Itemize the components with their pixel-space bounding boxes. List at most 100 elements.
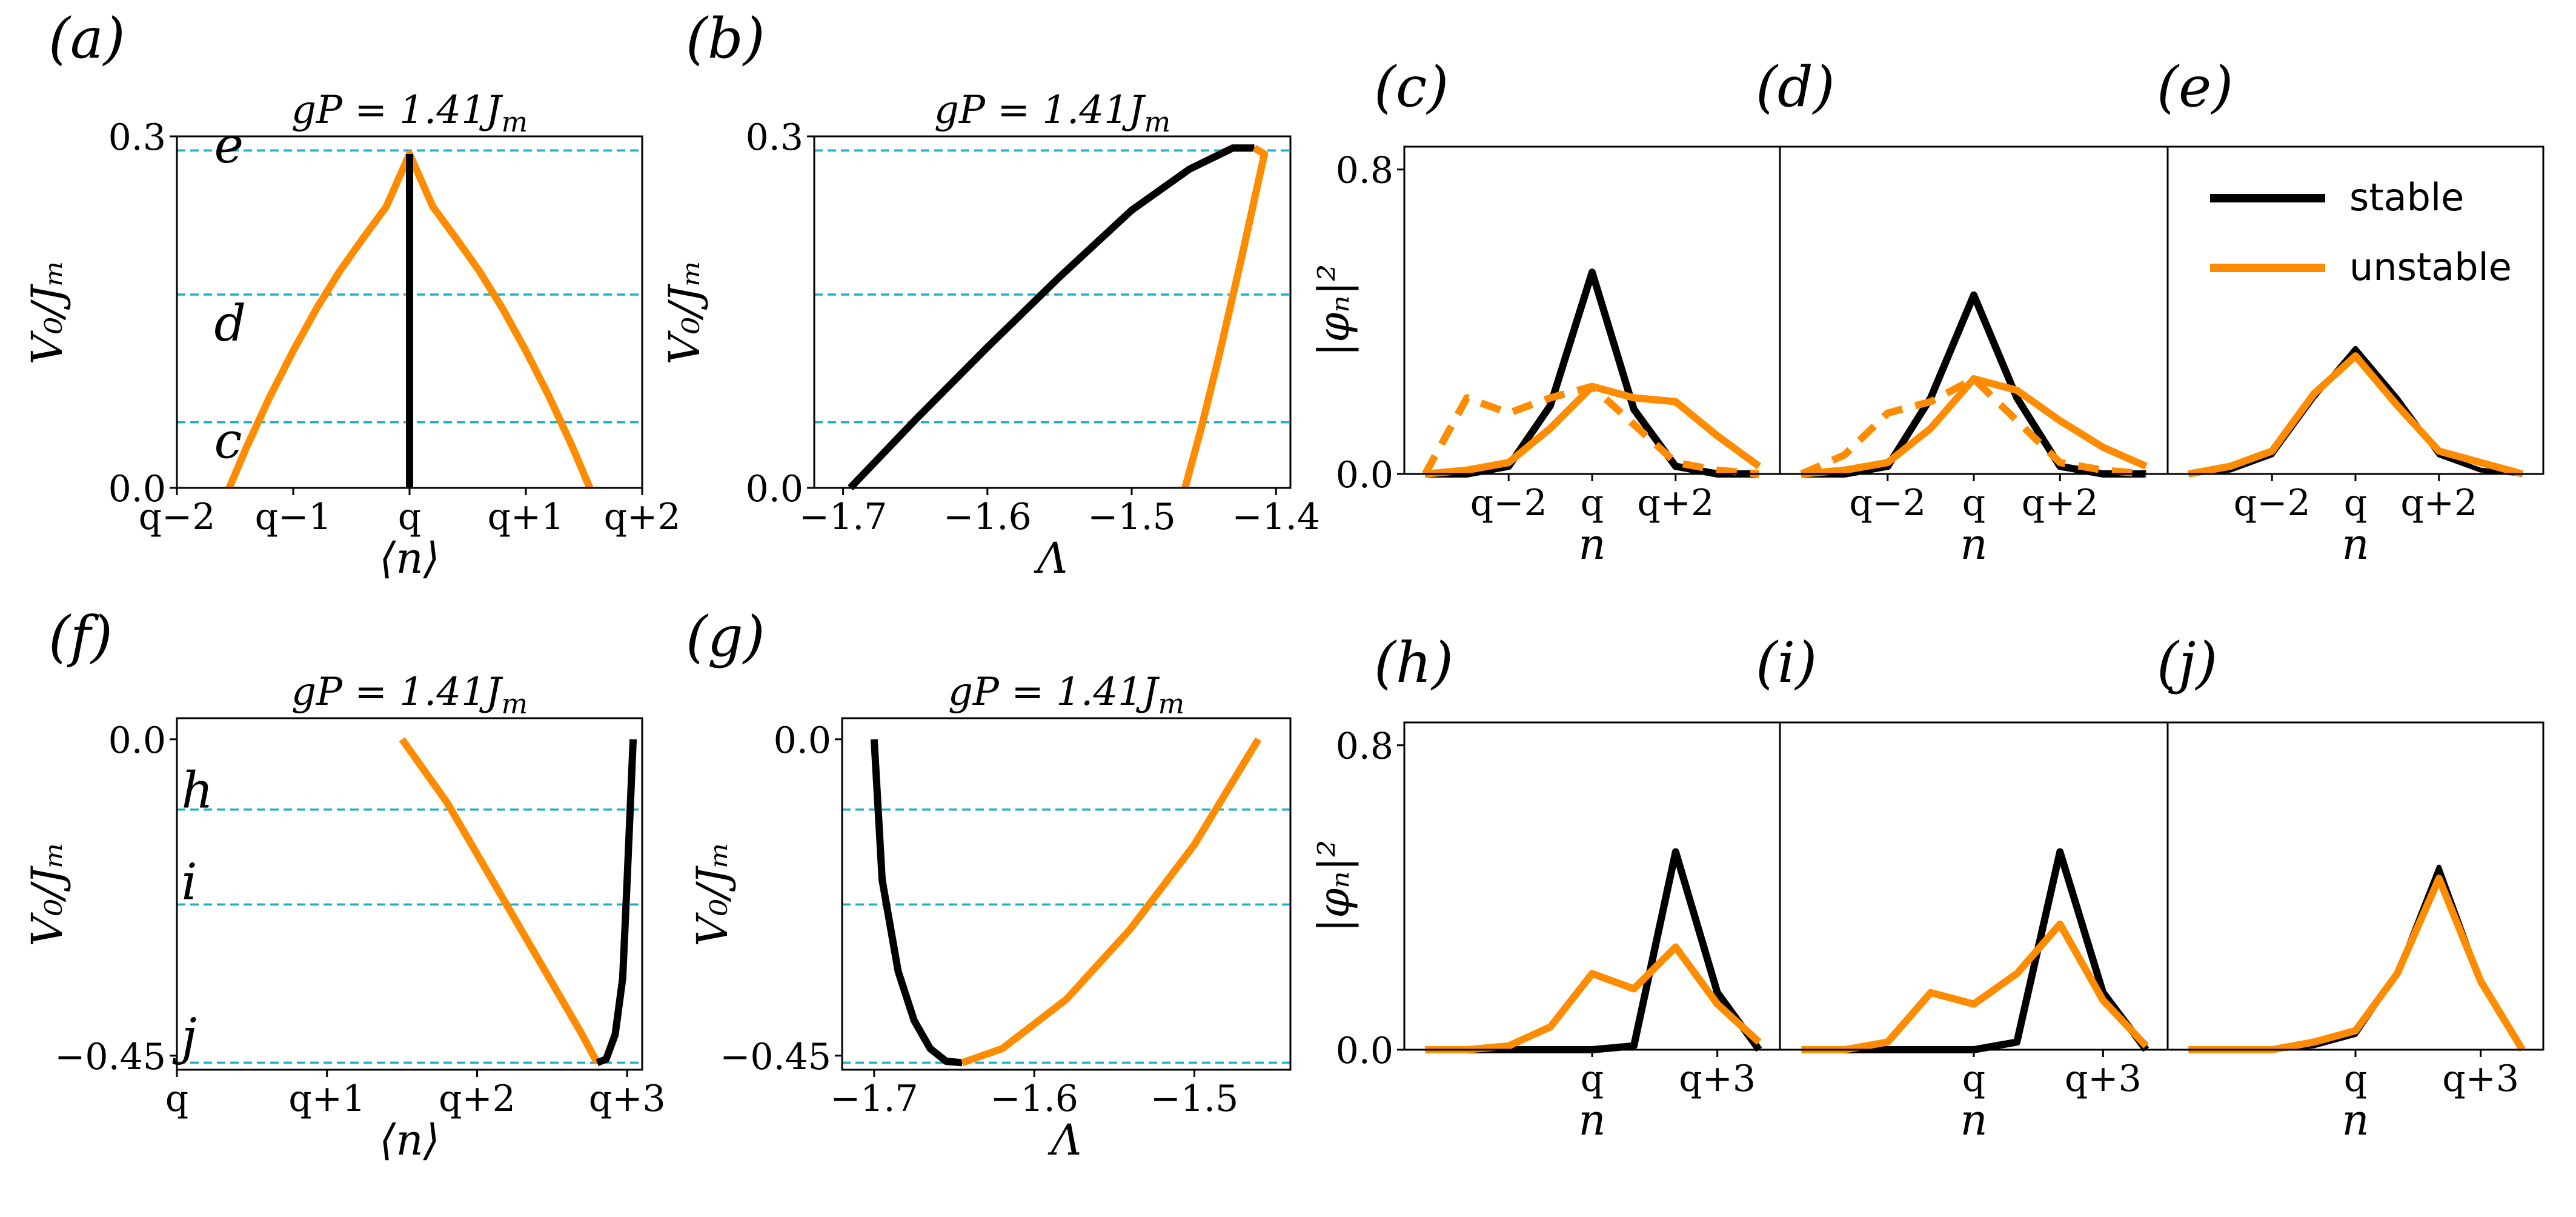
xtick-f-0: q <box>165 1078 188 1120</box>
xlabel-d: n <box>1960 519 1987 569</box>
panel-h <box>1397 721 1781 1057</box>
series-e-stable-0 <box>2188 345 2523 476</box>
series-g-unstable-1 <box>961 737 1262 1067</box>
panel-e <box>2166 145 2544 481</box>
ytick-a-0: 0.0 <box>108 468 166 510</box>
series-h-stable-0 <box>1425 848 1762 1053</box>
xtick-a-0: q−2 <box>139 496 216 538</box>
ylabel-a: V₀/Jₘ <box>22 259 72 364</box>
ytick-f-0: 0.0 <box>108 719 166 762</box>
xlabel-b: Λ <box>1034 533 1068 583</box>
series-d-unstable-1 <box>1800 375 2146 478</box>
xtick-g-0: −1.7 <box>830 1078 918 1120</box>
xtick-h-1: q+3 <box>1679 1058 1756 1100</box>
axes-frame-b <box>813 135 1292 489</box>
series-i-stable-0 <box>1801 848 2149 1053</box>
xlabel-c: n <box>1578 519 1605 569</box>
xtick-b-1: −1.6 <box>943 496 1032 538</box>
xtick-d-2: q+2 <box>2022 482 2099 524</box>
ytick-c-0: 0.0 <box>1336 454 1393 496</box>
xlabel-g: Λ <box>1047 1115 1082 1165</box>
xtick-c-1: q <box>1581 482 1604 524</box>
xtick-f-3: q+3 <box>589 1078 666 1120</box>
annotation-f-h: h <box>181 762 213 820</box>
series-f-stable-1 <box>596 739 637 1066</box>
panel-label-h: (h) <box>1374 630 1453 695</box>
series-e-unstable-1 <box>2188 352 2524 478</box>
xlabel-a: ⟨n⟩ <box>379 533 440 583</box>
title-b: gP = 1.41Jm <box>934 88 1170 138</box>
panel-d <box>1779 145 2169 481</box>
xtick-h-0: q <box>1581 1058 1604 1100</box>
legend-label-stable: stable <box>2349 175 2464 219</box>
ylabel-g: V₀/Jₘ <box>688 841 737 946</box>
xtick-i-0: q <box>1962 1058 1985 1100</box>
series-f-unstable-0 <box>399 737 600 1065</box>
panel-c <box>1397 145 1781 481</box>
xtick-e-2: q+2 <box>2400 482 2477 524</box>
panel-i <box>1779 721 2169 1057</box>
panel-label-i: (i) <box>1756 630 1817 695</box>
ylabel-h: |φₙ|² <box>1309 840 1359 933</box>
axes-frame-g <box>841 717 1292 1071</box>
ytick-g-1: −0.45 <box>720 1036 831 1078</box>
panel-label-b: (b) <box>686 6 765 71</box>
panel-a: gP = 1.41Jm <box>170 88 643 495</box>
xtick-j-1: q+3 <box>2442 1058 2519 1100</box>
ytick-b-1: 0.3 <box>746 116 803 159</box>
xtick-a-4: q+2 <box>604 496 681 538</box>
ytick-h-1: 0.8 <box>1336 725 1393 768</box>
ylabel-f: V₀/Jₘ <box>22 841 72 946</box>
series-b-stable-0 <box>848 144 1255 491</box>
series-h-unstable-1 <box>1425 943 1762 1053</box>
axes-frame-f <box>176 717 643 1071</box>
xtick-f-2: q+2 <box>439 1078 516 1120</box>
xlabel-h: n <box>1578 1095 1605 1145</box>
panel-label-a: (a) <box>48 6 125 71</box>
series-d-unstable-2 <box>1801 375 2148 478</box>
panel-b: gP = 1.41Jm <box>807 88 1292 495</box>
title-f: gP = 1.41Jm <box>291 670 528 720</box>
ytick-c-1: 0.8 <box>1336 150 1393 192</box>
panel-j <box>2166 721 2544 1057</box>
xtick-b-0: −1.7 <box>799 496 888 538</box>
annotation-f-j: j <box>172 1009 196 1066</box>
annotation-a-e: e <box>214 117 244 175</box>
axes-frame-d <box>1779 145 2169 475</box>
xtick-b-3: −1.4 <box>1232 496 1320 538</box>
ytick-b-0: 0.0 <box>746 468 803 510</box>
panel-label-e: (e) <box>2157 55 2233 119</box>
xtick-e-1: q <box>2344 482 2367 524</box>
axes-frame-j <box>2166 721 2544 1051</box>
panel-f: gP = 1.41Jm <box>170 670 643 1077</box>
annotation-f-i: i <box>181 853 197 911</box>
xtick-a-1: q−1 <box>255 496 332 538</box>
xtick-b-2: −1.5 <box>1087 496 1176 538</box>
title-g: gP = 1.41Jm <box>948 670 1184 720</box>
panel-label-f: (f) <box>48 604 113 669</box>
xtick-a-2: q <box>398 496 421 538</box>
annotation-a-c: c <box>214 412 242 470</box>
xtick-g-1: −1.6 <box>990 1078 1078 1120</box>
axes-frame-c <box>1403 145 1781 475</box>
ylabel-b: V₀/Jₘ <box>660 259 709 364</box>
xtick-a-3: q+1 <box>488 496 565 538</box>
title-a: gP = 1.41Jm <box>291 88 528 138</box>
ytick-h-0: 0.0 <box>1336 1030 1393 1072</box>
panel-label-c: (c) <box>1374 55 1449 119</box>
xlabel-i: n <box>1960 1095 1987 1145</box>
series-i-unstable-1 <box>1801 920 2149 1053</box>
legend-label-unstable: unstable <box>2349 245 2512 289</box>
ytick-a-1: 0.3 <box>108 116 166 159</box>
xtick-j-0: q <box>2344 1058 2367 1100</box>
panel-label-j: (j) <box>2157 630 2217 695</box>
ytick-g-0: 0.0 <box>774 719 831 762</box>
panel-label-d: (d) <box>1756 55 1835 119</box>
series-c-unstable-2 <box>1424 382 1762 478</box>
ytick-f-1: −0.45 <box>55 1036 166 1078</box>
series-j-unstable-1 <box>2188 875 2526 1053</box>
panel-label-g: (g) <box>686 604 765 669</box>
xtick-d-0: q−2 <box>1849 482 1926 524</box>
xtick-d-1: q <box>1962 482 1985 524</box>
